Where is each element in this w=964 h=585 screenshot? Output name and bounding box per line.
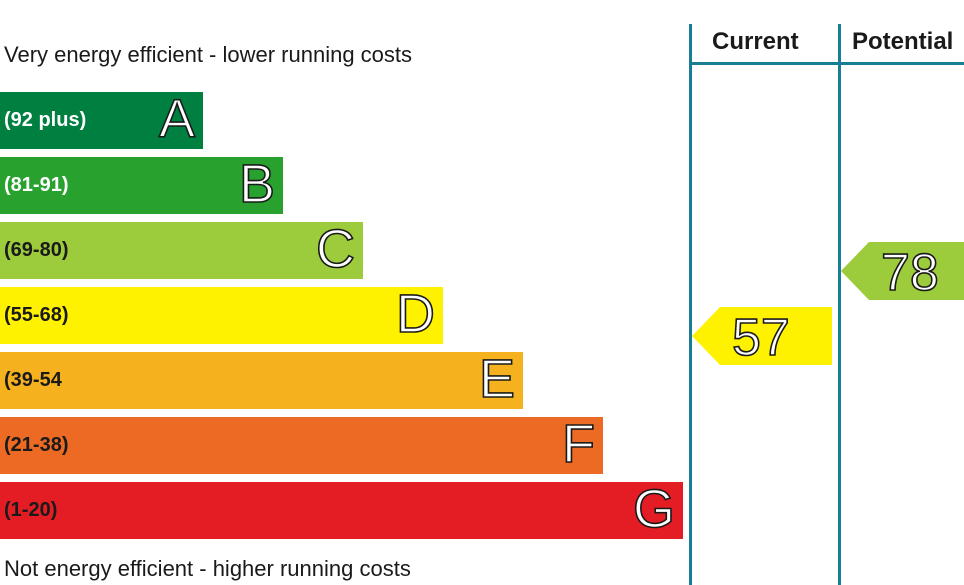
current-rating-value: 57: [731, 308, 790, 367]
band-letter: A: [158, 88, 196, 150]
current-rating-arrow: 57: [692, 307, 832, 365]
column-header-divider: [689, 62, 964, 65]
band-letter: G: [632, 478, 676, 540]
band-letter: E: [478, 348, 516, 410]
band-range-label: (81-91): [4, 174, 69, 196]
band-range-label: (55-68): [4, 304, 69, 326]
current-column-left-border: [689, 24, 692, 585]
band-range-label: (69-80): [4, 239, 69, 261]
potential-rating-value: 78: [880, 243, 939, 302]
band-e: (39-54 E: [0, 348, 523, 410]
top-caption: Very energy efficient - lower running co…: [4, 42, 413, 67]
band-b: (81-91) B: [0, 153, 283, 215]
potential-column-header: Potential: [852, 28, 954, 55]
band-range-label: (39-54: [4, 369, 62, 391]
band-f: (21-38) F: [0, 413, 603, 475]
current-column-right-border: [838, 24, 841, 585]
band-letter: F: [561, 413, 596, 475]
band-c: (69-80) C: [0, 218, 363, 280]
band-range-label: (21-38): [4, 434, 69, 456]
potential-rating-arrow: 78: [841, 242, 964, 300]
band-letter: D: [395, 283, 436, 345]
band-a: (92 plus) A: [0, 88, 203, 150]
band-d: (55-68) D: [0, 283, 443, 345]
band-letter: C: [315, 218, 356, 280]
bottom-caption: Not energy efficient - higher running co…: [4, 556, 411, 581]
current-column-header: Current: [712, 28, 799, 55]
band-range-label: (92 plus): [4, 109, 87, 131]
band-letter: B: [238, 153, 276, 215]
band-g: (1-20) G: [0, 478, 683, 540]
band-range-label: (1-20): [4, 499, 58, 521]
